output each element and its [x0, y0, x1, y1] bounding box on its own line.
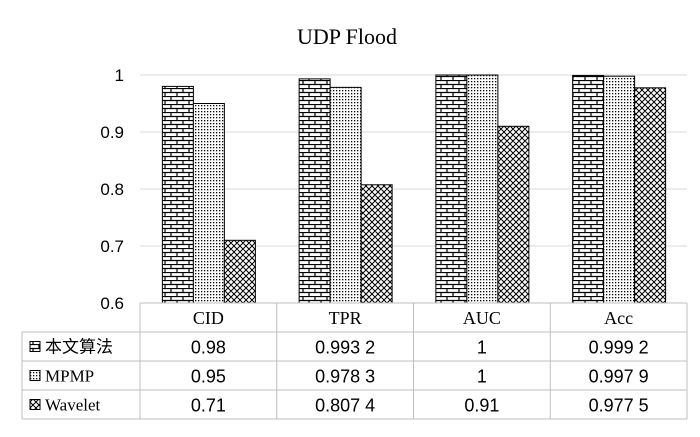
y-tick-label: 0.8 [100, 180, 124, 199]
data-value-label: 1 [477, 367, 487, 387]
y-tick-label: 0.7 [100, 237, 124, 256]
x-category-label: Acc [604, 308, 633, 328]
bar-auc-series-2 [466, 74, 499, 304]
bar-acc-series-3 [634, 87, 667, 304]
x-category-label: CID [193, 308, 224, 328]
data-value-label: 0.999 2 [589, 338, 649, 358]
data-value-label: 0.98 [191, 338, 226, 358]
data-value-label: 0.71 [191, 396, 226, 416]
data-value-label: 1 [477, 338, 487, 358]
bar-tpr-series-1 [298, 78, 331, 304]
data-value-label: 0.993 2 [315, 338, 375, 358]
y-tick-label: 0.9 [100, 123, 124, 142]
y-axis-ticks: 0.6 0.7 0.8 0.9 1 [100, 66, 124, 313]
data-value-label: 0.978 3 [315, 367, 375, 387]
data-value-label: 0.997 9 [589, 367, 649, 387]
chart-title: UDP Flood [297, 24, 397, 49]
x-category-label: AUC [463, 308, 501, 328]
legend-label: 本文算法 [45, 338, 113, 357]
x-category-label: TPR [329, 308, 362, 328]
data-value-label: 0.95 [191, 367, 226, 387]
bar-tpr-series-3 [360, 184, 393, 304]
bar-auc-series-3 [497, 125, 530, 304]
bar-cid-series-3 [223, 239, 256, 304]
bar-tpr-series-2 [329, 86, 362, 304]
legend-swatch [29, 370, 41, 381]
bar-acc-series-2 [603, 75, 636, 304]
legend-swatch [29, 341, 41, 352]
legend-label: Wavelet [45, 396, 101, 415]
y-tick-label: 0.6 [100, 294, 124, 313]
data-table: CID TPR AUC Acc 本文算法 0.98 0.993 2 1 0.999 2 MPMP 0… [21, 302, 688, 420]
data-value-label: 0.977 5 [589, 396, 649, 416]
bar-auc-series-1 [435, 74, 468, 304]
bar-acc-series-1 [572, 74, 605, 304]
y-tick-label: 1 [115, 66, 124, 85]
data-value-label: 0.91 [464, 396, 499, 416]
legend-label: MPMP [45, 367, 94, 386]
bar-cid-series-2 [192, 103, 225, 304]
data-value-label: 0.807 4 [315, 396, 375, 416]
legend-swatch [29, 399, 41, 410]
bar-cid-series-1 [161, 85, 194, 304]
